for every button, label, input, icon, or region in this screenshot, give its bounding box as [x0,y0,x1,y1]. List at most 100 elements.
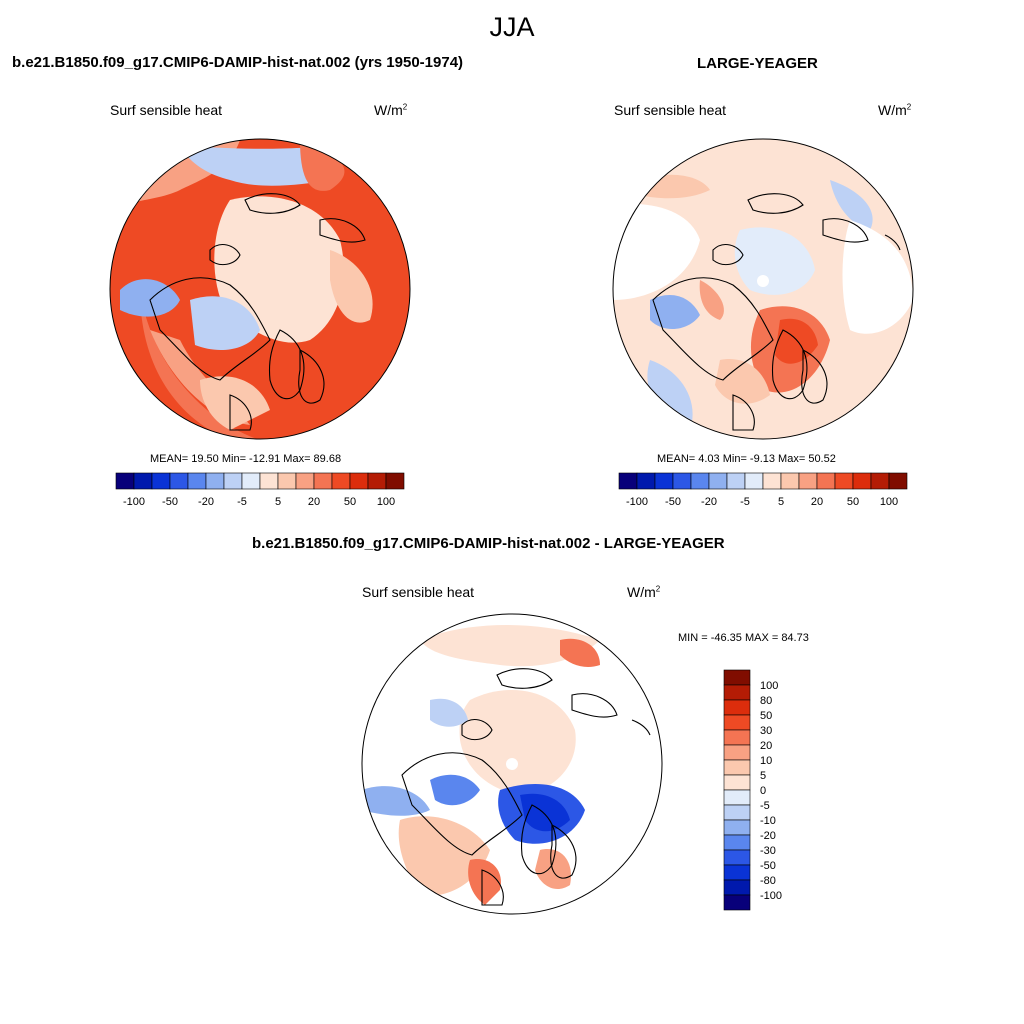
cb1-swatch [241,472,261,490]
cb2-tick-label: 5 [778,496,784,508]
cb1-swatch [259,472,279,490]
cb1-tick-label: 50 [344,496,356,508]
cb3-swatch [723,849,751,866]
cb3-tick-label: 100 [760,680,778,692]
cb2-swatch [780,472,800,490]
cb2-swatch [834,472,854,490]
cb1-tick-label: 20 [308,496,320,508]
cb1-tick-label: -5 [237,496,247,508]
cb3-swatch [723,729,751,746]
season-title: JJA [489,12,535,42]
cb3-swatch [723,879,751,896]
cb1-swatch [313,472,333,490]
cb3-swatch [723,714,751,731]
map-1-boundary [109,138,411,440]
cb3-swatch [723,744,751,761]
cb3-swatch [723,819,751,836]
map-2-boundary [612,138,914,440]
cb3-swatch [723,804,751,821]
cb3-tick-label: -10 [760,815,776,827]
cb1-swatch [295,472,315,490]
cb2-swatch [744,472,764,490]
cb2-swatch [618,472,638,490]
map-1-coastlines [149,193,366,431]
panel-2-units: W/m2 [878,102,912,118]
map-3-pole-hole [506,758,518,770]
cb3-tick-label: -80 [760,875,776,887]
cb3-swatch [723,699,751,716]
cb1-swatch [115,472,135,490]
cb2-tick-label: -5 [740,496,750,508]
cb3-swatch [723,864,751,881]
panel-3-units: W/m2 [627,584,661,600]
cb1-swatch [349,472,369,490]
panel-2-stats: MEAN= 4.03 Min= -9.13 Max= 50.52 [657,453,836,465]
cb3-swatch [723,774,751,791]
cb3-tick-label: 30 [760,725,772,737]
cb3-tick-label: 80 [760,695,772,707]
cb2-swatch [852,472,872,490]
cb2-swatch [690,472,710,490]
cb1-swatch [133,472,153,490]
panel-1-title: b.e21.B1850.f09_g17.CMIP6-DAMIP-hist-nat… [12,54,464,71]
cb3-tick-label: -20 [760,830,776,842]
cb3-swatch [723,789,751,806]
cb2-swatch [798,472,818,490]
cb2-tick-label: -20 [701,496,717,508]
cb2-tick-label: -50 [665,496,681,508]
cb1-swatch [367,472,387,490]
map-3-boundary [361,613,663,915]
panel-2-variable-label: Surf sensible heat [614,102,727,118]
cb1-tick-label: 5 [275,496,281,508]
panel-1-units: W/m2 [374,102,408,118]
map-2-pole-hole [757,275,769,287]
cb1-tick-label: -20 [198,496,214,508]
cb1-tick-label: 100 [377,496,395,508]
cb3-tick-label: 50 [760,710,772,722]
cb3-tick-label: 10 [760,755,772,767]
cb2-tick-label: 20 [811,496,823,508]
cb2-swatch [708,472,728,490]
cb2-swatch [762,472,782,490]
panel-2-title: LARGE-YEAGER [697,55,818,72]
cb3-tick-label: -100 [760,890,782,902]
cb2-tick-label: 100 [880,496,898,508]
cb2-swatch [870,472,890,490]
cb1-swatch [385,472,405,490]
cb3-tick-label: 5 [760,770,766,782]
colorbar-1: -100 -50 -20 -5 5 20 50 100 [115,472,405,508]
cb3-swatch [723,894,751,911]
polar-map-2 [612,138,914,440]
panel-3-variable-label: Surf sensible heat [362,584,475,600]
cb3-swatch [723,684,751,701]
map-3-arctic-ocean-region [459,690,576,795]
cb1-swatch [223,472,243,490]
cb2-swatch [816,472,836,490]
cb3-tick-label: 0 [760,785,766,797]
polar-map-1 [109,138,411,440]
cb1-swatch [277,472,297,490]
panel-1-variable-label: Surf sensible heat [110,102,223,118]
map-1-arctic-ocean-region [214,196,344,343]
map-2-arctic-ocean-region [734,227,815,295]
cb2-swatch [888,472,908,490]
cb2-swatch [654,472,674,490]
cb1-swatch [331,472,351,490]
cb2-tick-label: 50 [847,496,859,508]
cb1-tick-label: -100 [123,496,145,508]
cb3-tick-label: -5 [760,800,770,812]
cb3-swatch [723,759,751,776]
map-2-coastlines [652,193,901,431]
map-3-coastlines [401,668,651,906]
panel-3-stats: MIN = -46.35 MAX = 84.73 [678,632,809,644]
colorbar-2: -100 -50 -20 -5 5 20 50 100 [618,472,908,508]
cb3-tick-label: -30 [760,845,776,857]
cb3-swatch [723,669,751,686]
cb1-swatch [151,472,171,490]
cb3-tick-label: -50 [760,860,776,872]
panel-3-title: b.e21.B1850.f09_g17.CMIP6-DAMIP-hist-nat… [252,535,725,552]
cb2-swatch [672,472,692,490]
